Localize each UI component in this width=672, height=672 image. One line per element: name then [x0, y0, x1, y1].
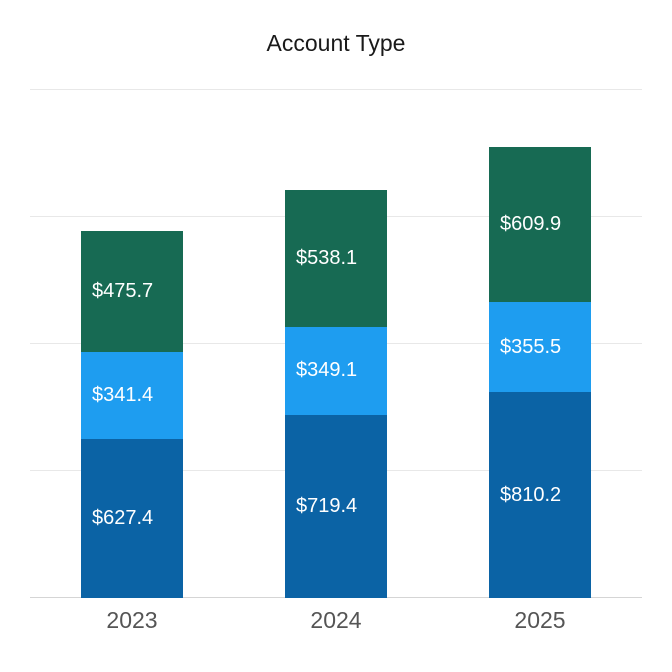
x-tick-label-2023: 2023 — [106, 607, 158, 633]
segment-value-label: $538.1 — [296, 246, 358, 269]
segment-value-label: $719.4 — [296, 495, 358, 518]
bar-2025: $609.9 $355.5 $810.2 — [489, 147, 591, 598]
bar-segment-series-3-top-2024[interactable]: $538.1 — [285, 189, 387, 327]
x-tick-label-2025: 2025 — [514, 607, 566, 633]
bar-2023: $475.7 $341.4 $627.4 — [81, 231, 183, 598]
segment-value-label: $627.4 — [92, 506, 154, 529]
bar-segment-series-2-middle-2024[interactable]: $349.1 — [285, 326, 387, 416]
segment-value-label: $810.2 — [500, 483, 562, 506]
segment-value-label: $341.4 — [92, 383, 154, 406]
bar-segment-series-1-bottom-2024[interactable]: $719.4 — [285, 415, 387, 598]
bar-segment-series-3-top-2023[interactable]: $475.7 — [81, 231, 183, 352]
bar-segment-series-3-top-2025[interactable]: $609.9 — [489, 147, 591, 302]
chart-title: Account Type — [266, 30, 406, 56]
bar-segment-series-1-bottom-2025[interactable]: $810.2 — [489, 392, 591, 598]
segment-value-label: $355.5 — [500, 335, 562, 358]
bars-container: $475.7 $341.4 $627.4 $538.1 $349.1 $719.4 $609… — [30, 90, 642, 598]
segment-value-label: $349.1 — [296, 359, 358, 382]
segment-value-label: $609.9 — [500, 212, 562, 235]
x-tick-label-2024: 2024 — [310, 607, 362, 633]
plot-area: $475.7 $341.4 $627.4 $538.1 $349.1 $719.4 $609… — [30, 89, 642, 598]
bar-segment-series-2-middle-2023[interactable]: $341.4 — [81, 351, 183, 439]
bar-2024: $538.1 $349.1 $719.4 — [285, 189, 387, 598]
bar-segment-series-1-bottom-2023[interactable]: $627.4 — [81, 438, 183, 598]
segment-value-label: $475.7 — [92, 280, 154, 303]
x-axis: 2023 2024 2025 — [30, 598, 642, 634]
gridline — [30, 89, 642, 90]
bar-segment-series-2-middle-2025[interactable]: $355.5 — [489, 301, 591, 393]
